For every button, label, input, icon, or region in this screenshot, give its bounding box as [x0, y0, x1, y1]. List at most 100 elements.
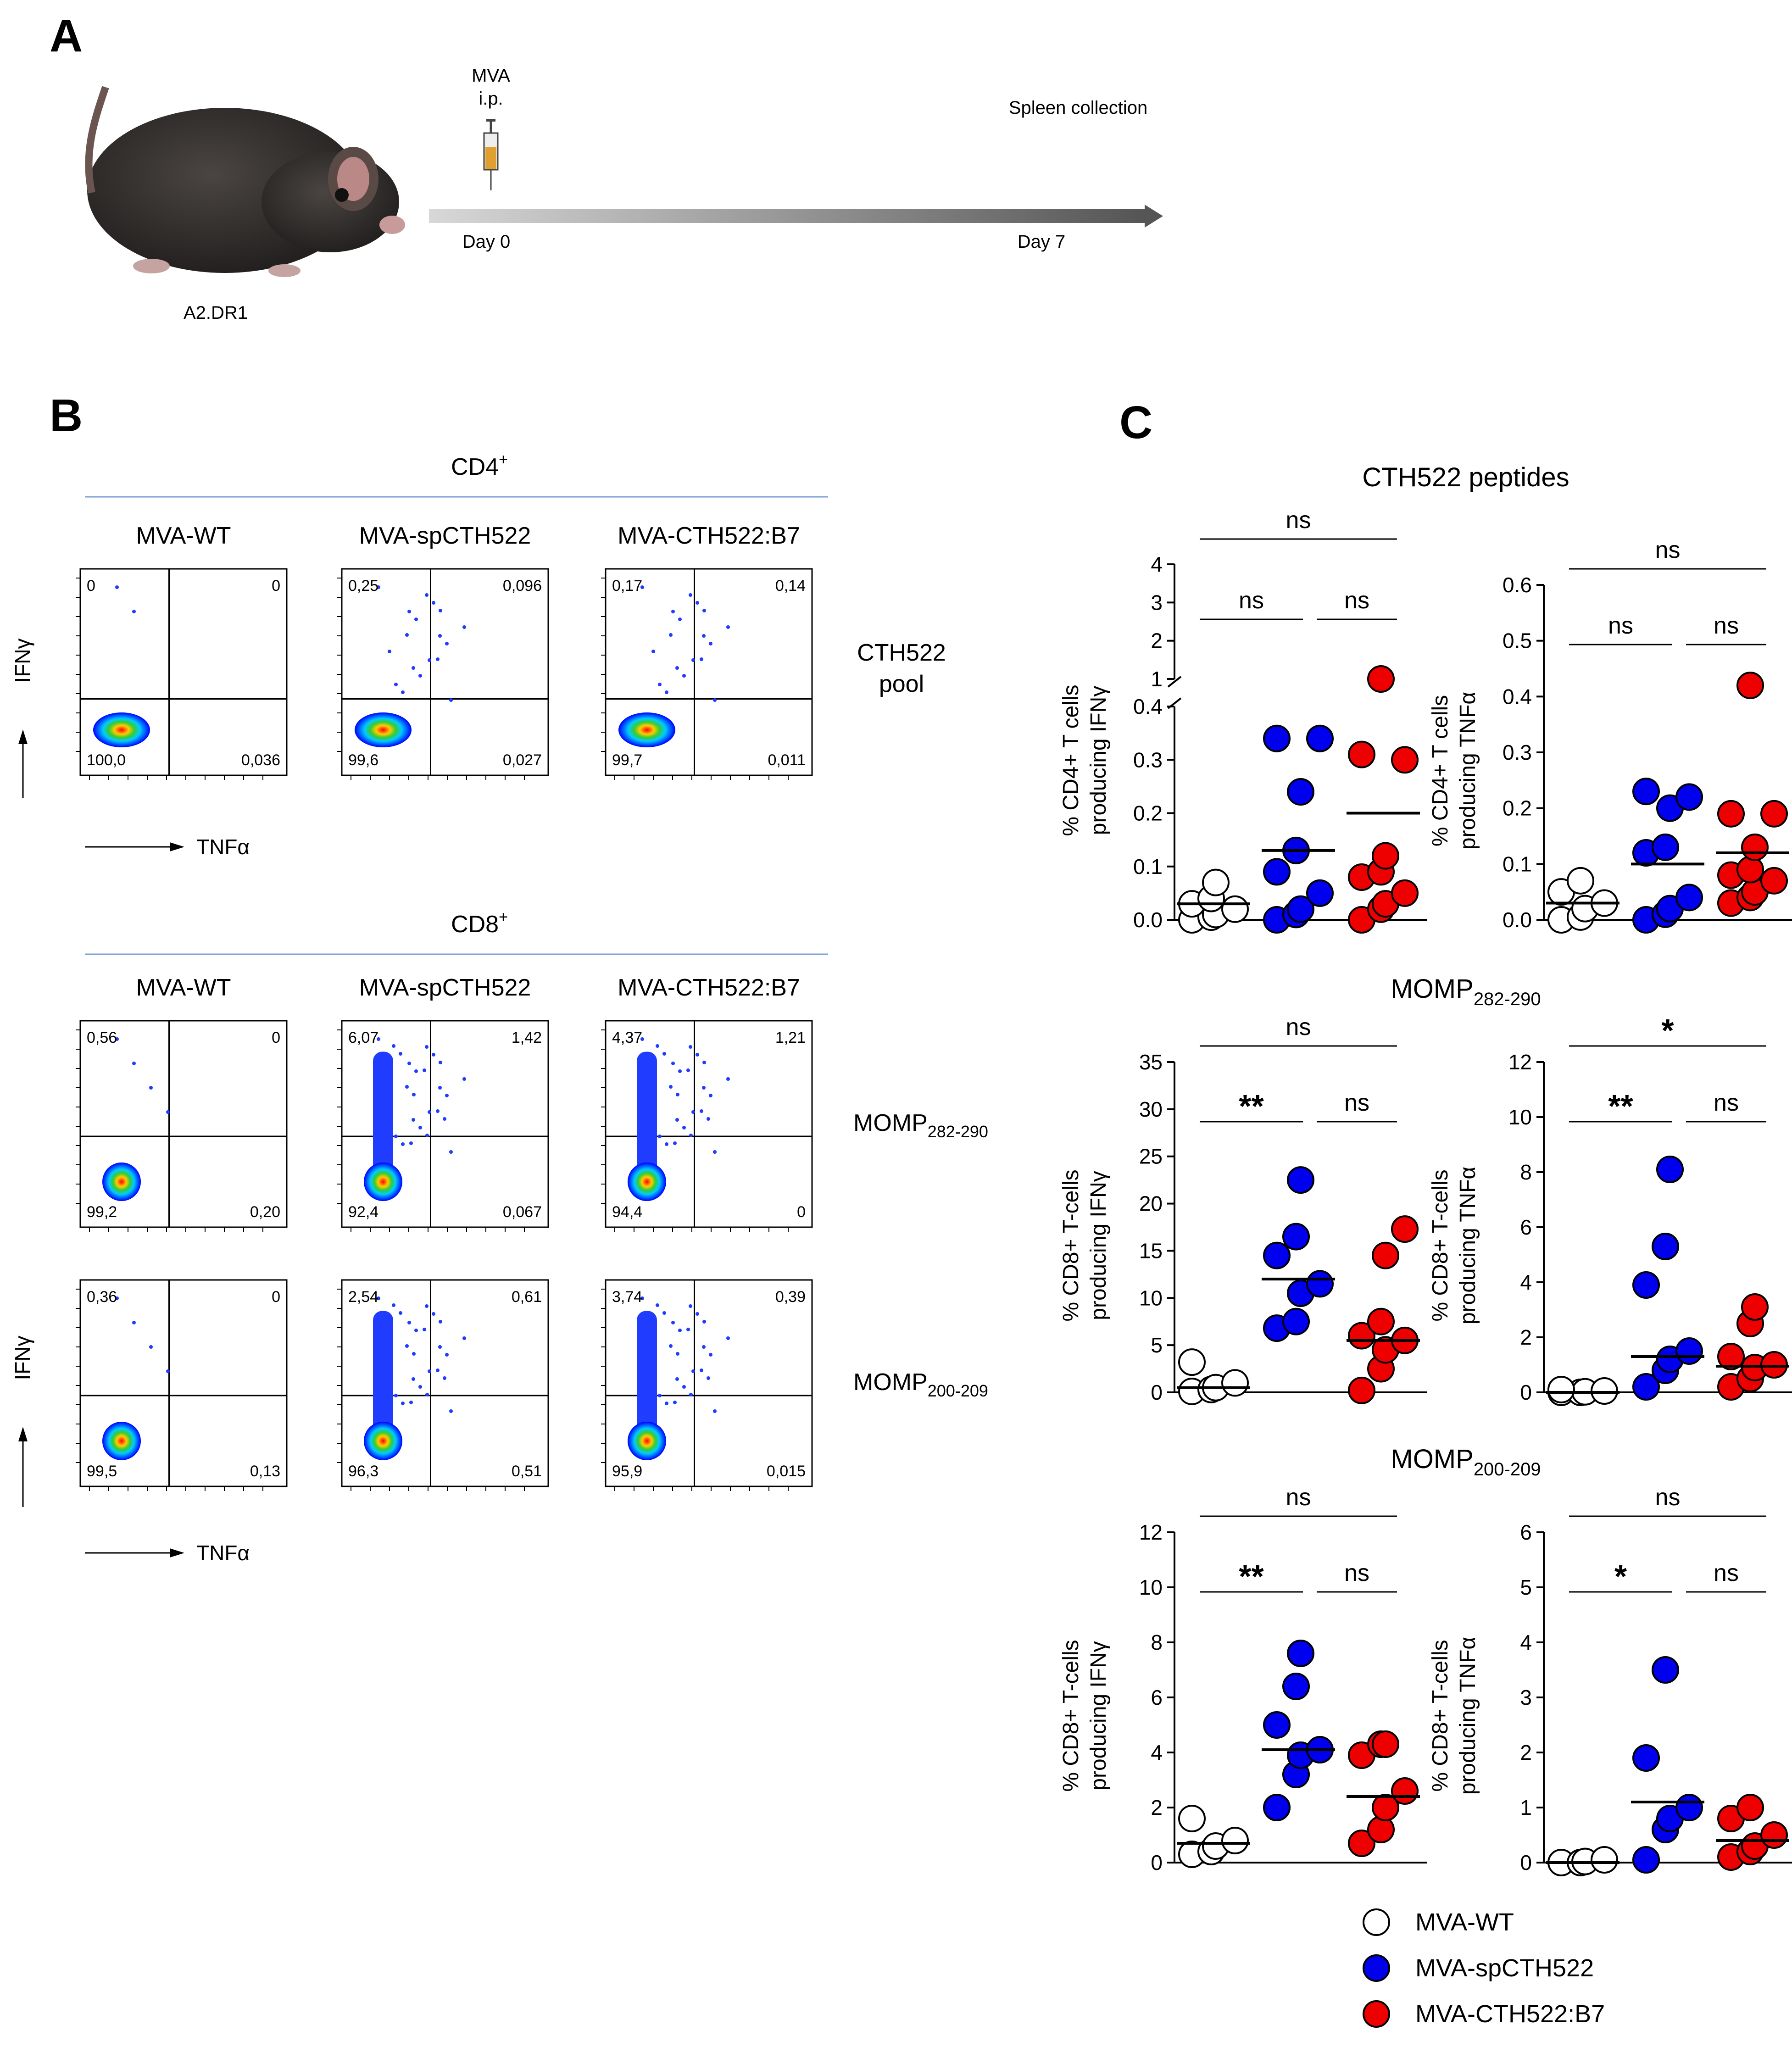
flow-event-dot: [709, 642, 712, 645]
data-point-2: [1391, 879, 1419, 907]
flow-event-dot: [392, 1044, 395, 1048]
flow-event-dot: [407, 1321, 411, 1324]
data-point-0: [1202, 868, 1230, 896]
row-title-1: MOMP282-290: [1391, 974, 1541, 1009]
legend-marker-0: [1363, 1908, 1390, 1936]
flow-event-dot: [640, 1037, 644, 1041]
flow-event-dot: [449, 1150, 453, 1154]
density-stream: [637, 1311, 657, 1435]
y-tick-label: 2: [1520, 1741, 1532, 1764]
sig-label-sp-b7: ns: [1344, 587, 1369, 614]
y-tick-label: 0.1: [1503, 852, 1532, 876]
flow-event-dot: [700, 1368, 703, 1372]
flow-event-dot: [449, 1409, 453, 1413]
quadrant-value-ul: 0,25: [348, 577, 378, 595]
y-tick-label: 5: [1520, 1575, 1532, 1599]
y-axis-label-line1: % CD8+ T-cells: [1059, 1169, 1083, 1321]
flow-event-dot: [665, 1142, 668, 1146]
stimulus-label-text: MOMP: [853, 1110, 928, 1136]
dot-plot-0: 0.0 0.1 0.2 0.3 0.4 1 2 3 4 % CD4+ T cells produci…: [1059, 507, 1427, 934]
data-point-1: [1656, 1156, 1684, 1183]
y-axis-arrowhead-cd8: [18, 1427, 28, 1441]
y-tick-label: 0.0: [1133, 908, 1163, 932]
cd-header-sup: +: [499, 908, 508, 926]
sig-label-wt-sp: ns: [1608, 612, 1633, 639]
flow-event-dot: [394, 683, 398, 686]
flow-event-dot: [682, 1385, 686, 1389]
flow-event-dot: [669, 1085, 673, 1089]
flow-event-dot: [115, 585, 119, 589]
flow-event-dot: [149, 1086, 153, 1090]
density-core: [102, 1422, 141, 1460]
cd-header-sup: +: [499, 451, 508, 468]
flow-cytometry-panel: CD4+MVA-WT MVA-spCTH522 MVA-CTH522:B7CD8+M…: [11, 451, 988, 1565]
y-axis-label-cd4: IFNγ: [11, 638, 34, 683]
y-axis-label-line2: producing TNFα: [1456, 1637, 1480, 1795]
data-point-2: [1391, 1215, 1419, 1243]
flow-event-dot: [678, 1069, 682, 1073]
data-point-1: [1306, 879, 1334, 907]
x-axis-arrowhead-cd8: [170, 1548, 184, 1558]
data-point-1: [1263, 1711, 1291, 1739]
flow-event-dot: [414, 617, 418, 621]
y-tick-label: 35: [1139, 1050, 1163, 1074]
sig-label-wt-sp: **: [1239, 1558, 1264, 1594]
flow-event-dot: [691, 1369, 695, 1373]
y-tick-label: 10: [1139, 1286, 1163, 1310]
flow-group-label: MVA-CTH522:B7: [618, 974, 800, 1001]
sig-label-sp-b7: ns: [1714, 1090, 1739, 1116]
flow-event-dot: [665, 690, 668, 694]
y-tick-label: 12: [1508, 1050, 1532, 1074]
data-point-2: [1367, 665, 1395, 693]
flow-event-dot: [673, 1401, 677, 1404]
y-tick-label: 0.2: [1503, 796, 1532, 820]
quadrant-value-ul: 3,74: [612, 1288, 642, 1306]
flow-event-dot: [443, 1376, 446, 1380]
y-tick-label: 4: [1520, 1270, 1532, 1294]
data-point-1: [1632, 1744, 1660, 1772]
quadrant-value-ur: 0,39: [775, 1288, 806, 1306]
y-tick-label: 8: [1151, 1630, 1163, 1654]
flow-event-dot: [132, 1321, 136, 1324]
sig-label-wt-b7: ns: [1286, 507, 1311, 534]
data-point-0: [1591, 1846, 1618, 1874]
flow-event-dot: [409, 1401, 413, 1404]
x-axis-label-cd4: TNFα: [196, 835, 250, 859]
quadrant-value-lr: 0,027: [503, 751, 542, 769]
stimulus-label: MOMP200-209: [853, 1369, 988, 1400]
flow-event-dot: [394, 1135, 398, 1138]
y-tick-label: 0: [1520, 1851, 1532, 1875]
flow-event-dot: [428, 1369, 431, 1373]
density-core: [628, 1422, 666, 1460]
data-point-2: [1736, 1794, 1764, 1821]
flow-event-dot: [414, 1069, 418, 1073]
flow-plot-r1-c1: 6,07 1,42 92,4 0,067: [337, 1020, 549, 1232]
data-point-2: [1391, 1777, 1419, 1805]
y-tick-label: 0.3: [1503, 740, 1532, 764]
quadrant-value-ll: 99,7: [612, 751, 642, 769]
flow-event-dot: [439, 1061, 442, 1064]
x-axis-arrowhead-cd4: [170, 842, 184, 851]
flow-event-dot: [401, 1402, 405, 1405]
data-point-2: [1372, 1794, 1399, 1821]
flow-event-dot: [689, 1304, 692, 1308]
data-point-2: [1736, 672, 1764, 699]
y-tick-label: 4: [1151, 552, 1163, 576]
data-point-2: [1741, 833, 1769, 861]
data-point-0: [1221, 1369, 1249, 1397]
data-point-1: [1287, 1640, 1314, 1667]
flow-event-dot: [726, 1336, 730, 1340]
y-tick-label: 0: [1520, 1380, 1532, 1404]
data-point-1: [1263, 724, 1291, 752]
flow-event-dot: [418, 1385, 422, 1389]
density-core: [364, 1422, 402, 1460]
data-point-1: [1652, 1233, 1679, 1260]
data-point-0: [1567, 867, 1594, 895]
data-point-1: [1306, 724, 1334, 752]
flow-event-dot: [132, 1062, 136, 1065]
y-tick-label: 0: [1151, 1851, 1163, 1875]
data-point-1: [1282, 1223, 1310, 1251]
flow-event-dot: [412, 1352, 416, 1356]
flow-event-dot: [462, 1077, 466, 1081]
